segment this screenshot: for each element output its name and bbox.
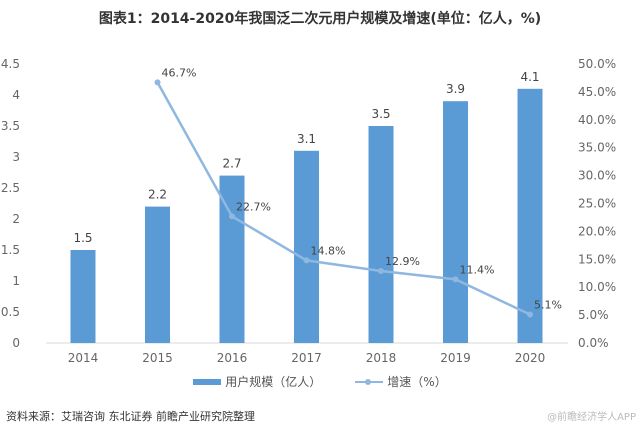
- bar-data-label: 1.5: [73, 231, 92, 245]
- x-tick-label: 2016: [217, 351, 248, 365]
- line-point: [527, 311, 533, 318]
- right-tick-label: 5.0%: [578, 308, 609, 322]
- bar-data-label: 2.7: [222, 157, 241, 171]
- growth-line: [156, 81, 531, 316]
- legend-item-line: 增速（%）: [355, 373, 447, 390]
- line-data-label: 11.4%: [460, 263, 495, 276]
- bar: [443, 101, 468, 343]
- legend-swatch-line: [355, 378, 384, 385]
- left-tick-label: 1: [12, 274, 20, 288]
- x-tick-label: 2014: [68, 351, 99, 365]
- legend-item-bar: 用户规模（亿人）: [193, 373, 321, 390]
- bar-data-label: 3.1: [297, 132, 316, 146]
- line-data-label: 14.8%: [311, 244, 346, 257]
- left-tick-label: 0.5: [1, 305, 20, 319]
- x-tick-label: 2020: [515, 351, 546, 365]
- line-data-label: 22.7%: [236, 200, 271, 213]
- line-point: [229, 213, 235, 220]
- legend: 用户规模（亿人） 增速（%）: [0, 373, 640, 390]
- legend-swatch-bar: [193, 378, 222, 385]
- x-tick-label: 2015: [142, 351, 173, 365]
- line-point: [154, 79, 161, 86]
- line-data-label: 46.7%: [162, 66, 197, 79]
- right-tick-label: 45.0%: [578, 85, 616, 99]
- right-tick-label: 25.0%: [578, 197, 616, 211]
- line-point: [452, 276, 459, 283]
- right-tick-label: 0.0%: [578, 336, 609, 350]
- right-tick-label: 30.0%: [578, 169, 616, 183]
- bar-data-label: 3.5: [371, 107, 390, 121]
- x-tick-label: 2019: [440, 351, 471, 365]
- credit-watermark: @前瞻经济学人APP: [547, 412, 636, 423]
- right-tick-label: 35.0%: [578, 141, 616, 155]
- right-tick-label: 40.0%: [578, 113, 616, 127]
- left-tick-label: 2: [12, 212, 20, 226]
- bar: [517, 88, 543, 343]
- left-tick-label: 0: [12, 336, 20, 350]
- line-point: [303, 257, 310, 264]
- right-tick-label: 50.0%: [578, 57, 616, 71]
- x-tick-label: 2018: [366, 351, 397, 365]
- right-tick-label: 20.0%: [578, 224, 616, 238]
- line-data-label: 5.1%: [534, 299, 562, 312]
- bar-data-label: 3.9: [446, 82, 465, 96]
- bar: [368, 126, 394, 343]
- left-tick-label: 4: [12, 88, 20, 102]
- legend-label: 用户规模（亿人）: [225, 375, 322, 389]
- left-tick-label: 3: [12, 150, 20, 164]
- chart-title: 图表1：2014-2020年我国泛二次元用户规模及增速(单位：亿人，%): [98, 11, 542, 27]
- legend-label: 增速（%）: [387, 375, 447, 389]
- left-tick-label: 4.5: [1, 57, 20, 71]
- bar: [70, 250, 96, 343]
- bar-data-label: 4.1: [520, 70, 539, 84]
- bar-data-label: 2.2: [148, 188, 167, 202]
- source-note: 资料来源：艾瑞咨询 东北证券 前瞻产业研究院整理: [6, 410, 255, 423]
- bar: [145, 206, 170, 343]
- left-tick-label: 3.5: [1, 119, 20, 133]
- right-tick-label: 15.0%: [578, 252, 616, 266]
- left-tick-label: 1.5: [1, 243, 20, 257]
- left-tick-label: 2.5: [1, 181, 20, 195]
- right-tick-label: 10.0%: [578, 280, 616, 294]
- line-point: [378, 268, 384, 275]
- line-data-label: 12.9%: [385, 255, 420, 268]
- bar: [294, 150, 319, 343]
- x-tick-label: 2017: [291, 351, 322, 365]
